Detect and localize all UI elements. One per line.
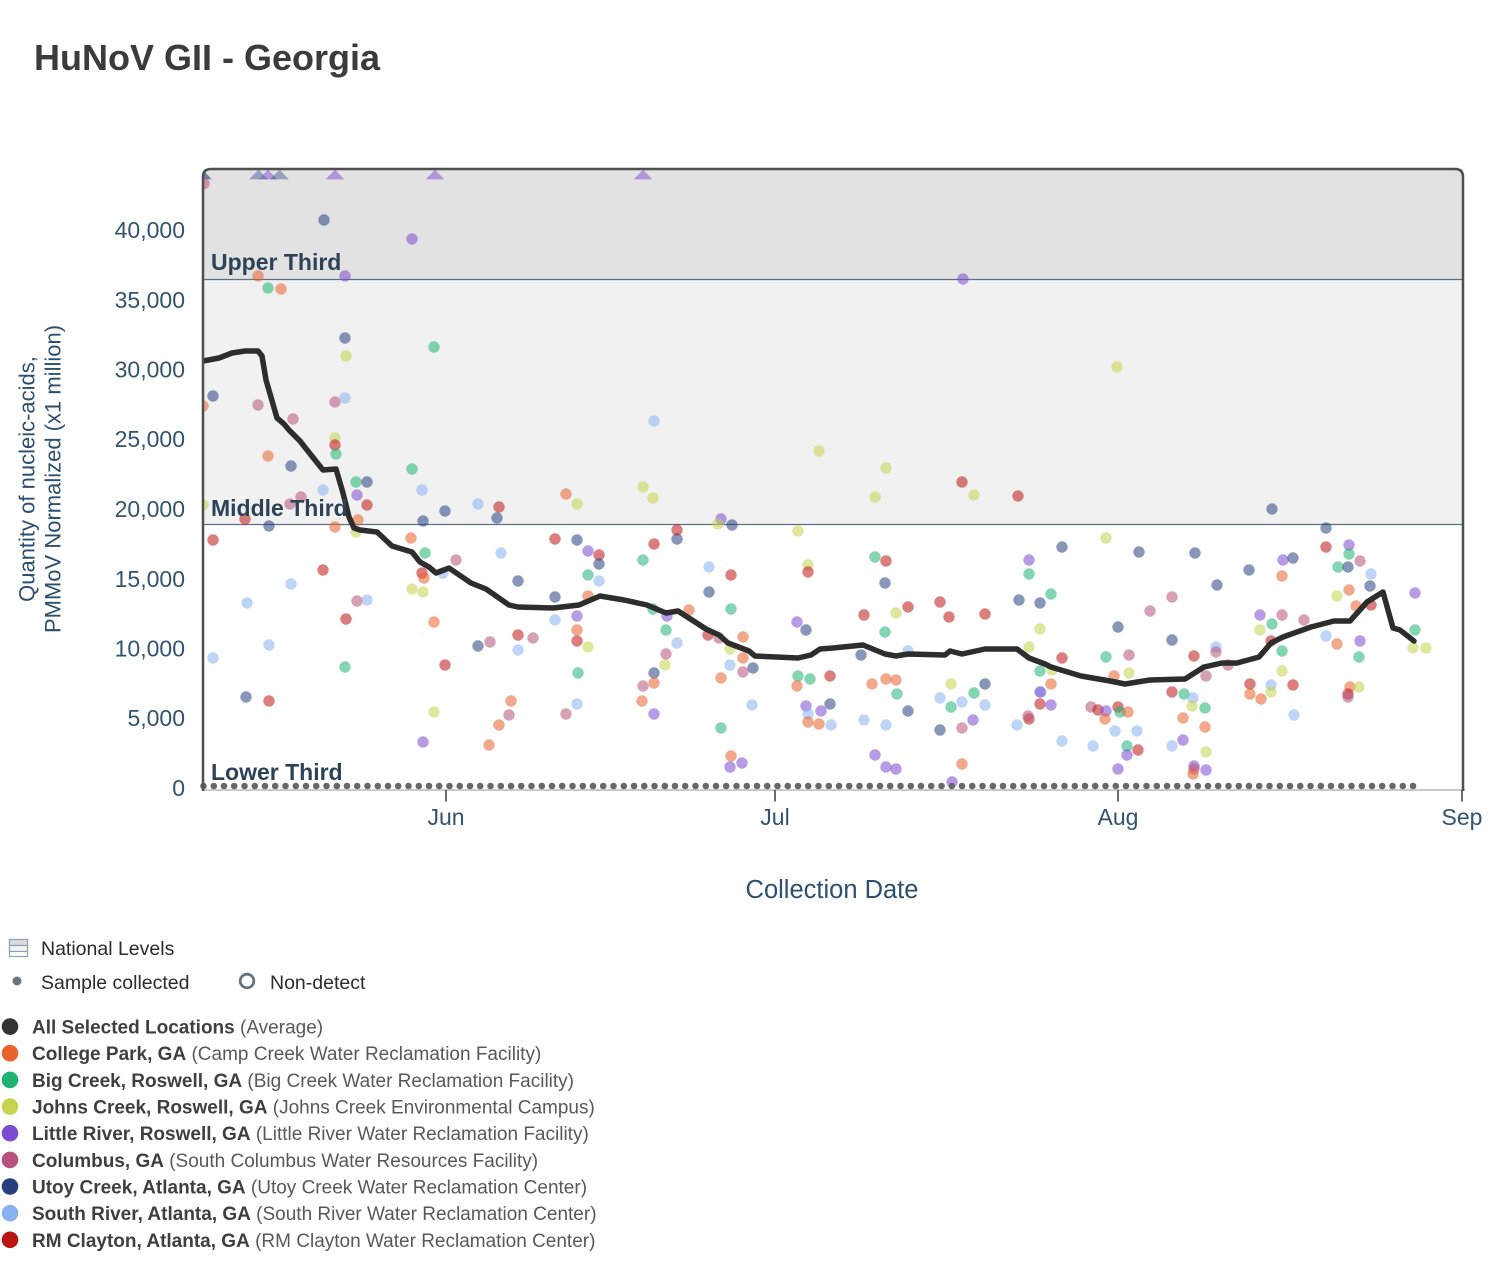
svg-text:RM Clayton, Atlanta, GA (RM Cl: RM Clayton, Atlanta, GA (RM Clayton Wate… xyxy=(32,1231,595,1252)
svg-text:35,000: 35,000 xyxy=(115,287,185,313)
svg-text:Utoy Creek, Atlanta, GA (Utoy: Utoy Creek, Atlanta, GA (Utoy Creek Wate… xyxy=(32,1178,587,1199)
svg-text:Little River, Roswell, GA (Lit: Little River, Roswell, GA (Little River … xyxy=(32,1124,589,1145)
svg-text:30,000: 30,000 xyxy=(115,357,185,383)
svg-text:Sample collected: Sample collected xyxy=(41,972,190,994)
svg-text:10,000: 10,000 xyxy=(115,636,185,662)
svg-text:Jun: Jun xyxy=(427,804,464,830)
svg-text:Johns Creek, Roswell, GA (John: Johns Creek, Roswell, GA (Johns Creek En… xyxy=(32,1098,595,1119)
svg-text:Sep: Sep xyxy=(1442,804,1483,830)
svg-text:All Selected Locations (Averag: All Selected Locations (Average) xyxy=(32,1018,323,1039)
svg-text:South River, Atlanta, GA (Sout: South River, Atlanta, GA (South River Wa… xyxy=(32,1204,597,1225)
svg-text:Jul: Jul xyxy=(760,804,789,830)
svg-text:Collection Date: Collection Date xyxy=(746,876,919,904)
svg-text:PMMoV Normalized (x1 million): PMMoV Normalized (x1 million) xyxy=(41,325,66,633)
svg-text:Quantity of nucleic-acids,: Quantity of nucleic-acids, xyxy=(15,356,40,602)
svg-text:0: 0 xyxy=(172,775,185,801)
svg-text:20,000: 20,000 xyxy=(115,496,185,522)
svg-text:Columbus, GA (South Columbus W: Columbus, GA (South Columbus Water Resou… xyxy=(32,1151,538,1172)
svg-text:Middle Third: Middle Third xyxy=(211,495,348,521)
svg-text:Aug: Aug xyxy=(1098,804,1139,830)
svg-text:Big Creek, Roswell, GA (Big Cr: Big Creek, Roswell, GA (Big Creek Water … xyxy=(32,1071,574,1092)
svg-text:15,000: 15,000 xyxy=(115,566,185,592)
svg-text:Non-detect: Non-detect xyxy=(270,972,366,994)
svg-text:Lower Third: Lower Third xyxy=(211,759,343,785)
svg-text:College Park, GA (Camp Creek W: College Park, GA (Camp Creek Water Recla… xyxy=(32,1044,541,1065)
svg-text:HuNoV GII - Georgia: HuNoV GII - Georgia xyxy=(34,37,381,78)
svg-text:Upper Third: Upper Third xyxy=(211,249,341,275)
svg-text:National Levels: National Levels xyxy=(41,938,175,960)
svg-text:5,000: 5,000 xyxy=(127,705,185,731)
svg-text:25,000: 25,000 xyxy=(115,426,185,452)
svg-text:40,000: 40,000 xyxy=(115,217,185,243)
